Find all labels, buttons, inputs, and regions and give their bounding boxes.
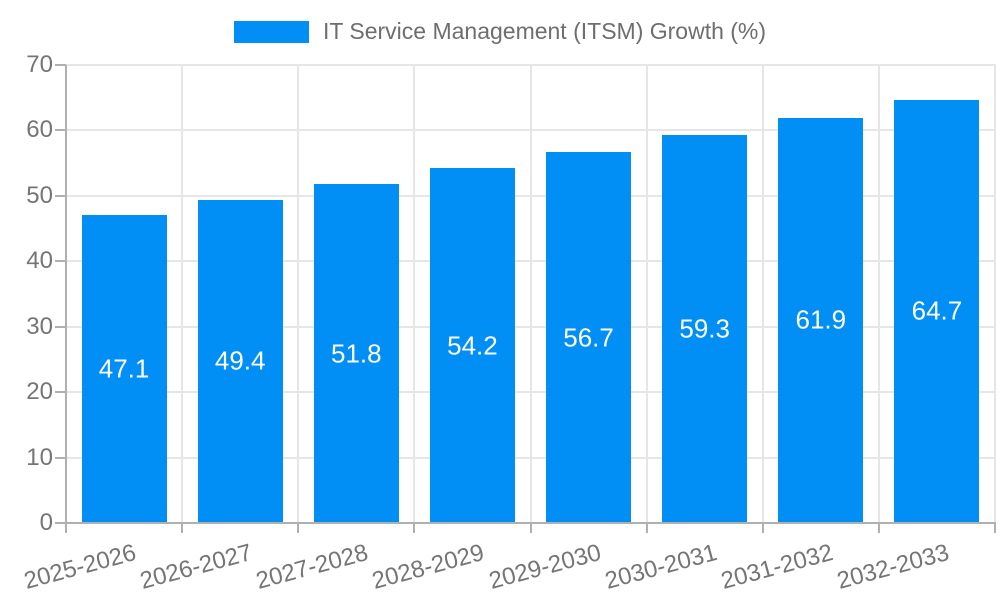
x-tick-mark (877, 523, 880, 533)
x-tick-mark (413, 523, 416, 533)
x-tick-mark (181, 523, 184, 533)
x-tick-mark (529, 523, 532, 533)
bar[interactable]: 61.9 (778, 117, 864, 523)
y-tick-mark (55, 456, 66, 459)
x-tick-mark (761, 523, 764, 533)
chart-legend[interactable]: IT Service Management (ITSM) Growth (%) (0, 18, 1000, 45)
v-gridline (297, 65, 300, 523)
y-tick-mark (55, 260, 66, 263)
y-tick-mark (55, 194, 66, 197)
y-tick-mark (55, 522, 66, 524)
x-tick-mark (994, 523, 996, 533)
bar[interactable]: 47.1 (81, 214, 167, 523)
y-axis-tick-label: 10 (26, 443, 53, 471)
y-axis-line (65, 65, 67, 523)
bar-value-label: 49.4 (214, 345, 266, 376)
v-gridline (994, 65, 996, 523)
bar[interactable]: 59.3 (662, 135, 748, 523)
v-gridline (413, 65, 416, 523)
legend-swatch (233, 20, 309, 43)
y-axis-tick-label: 0 (39, 509, 53, 536)
bar-value-label: 59.3 (679, 313, 730, 344)
v-gridline (529, 65, 532, 523)
bar[interactable]: 49.4 (197, 199, 283, 523)
v-gridline (645, 65, 648, 523)
bar-value-label: 47.1 (98, 353, 150, 384)
y-axis-tick-label: 60 (26, 116, 53, 144)
y-tick-mark (55, 64, 66, 66)
bar-value-label: 61.9 (795, 304, 847, 335)
bar-value-label: 56.7 (563, 322, 614, 352)
x-tick-mark (65, 523, 67, 533)
v-gridline (181, 65, 184, 523)
bar-value-label: 54.2 (447, 330, 498, 361)
bar-value-label: 51.8 (331, 338, 382, 369)
v-gridline (761, 65, 764, 523)
y-axis-tick-label: 40 (26, 247, 53, 275)
y-axis-tick-label: 20 (26, 378, 53, 406)
legend-label: IT Service Management (ITSM) Growth (%) (322, 18, 767, 44)
y-tick-mark (55, 129, 66, 132)
bar-value-label: 64.7 (911, 295, 963, 326)
x-tick-mark (645, 523, 648, 533)
x-tick-mark (297, 523, 300, 533)
bar[interactable]: 51.8 (313, 184, 399, 523)
y-tick-mark (55, 391, 66, 394)
v-gridline (877, 65, 880, 523)
y-axis-tick-label: 70 (26, 51, 53, 78)
bar[interactable]: 54.2 (429, 168, 515, 523)
bar[interactable]: 64.7 (894, 99, 980, 523)
y-axis-tick-label: 30 (26, 312, 53, 340)
y-axis-tick-label: 50 (26, 181, 53, 209)
y-tick-mark (55, 325, 66, 328)
bar[interactable]: 56.7 (546, 152, 632, 523)
